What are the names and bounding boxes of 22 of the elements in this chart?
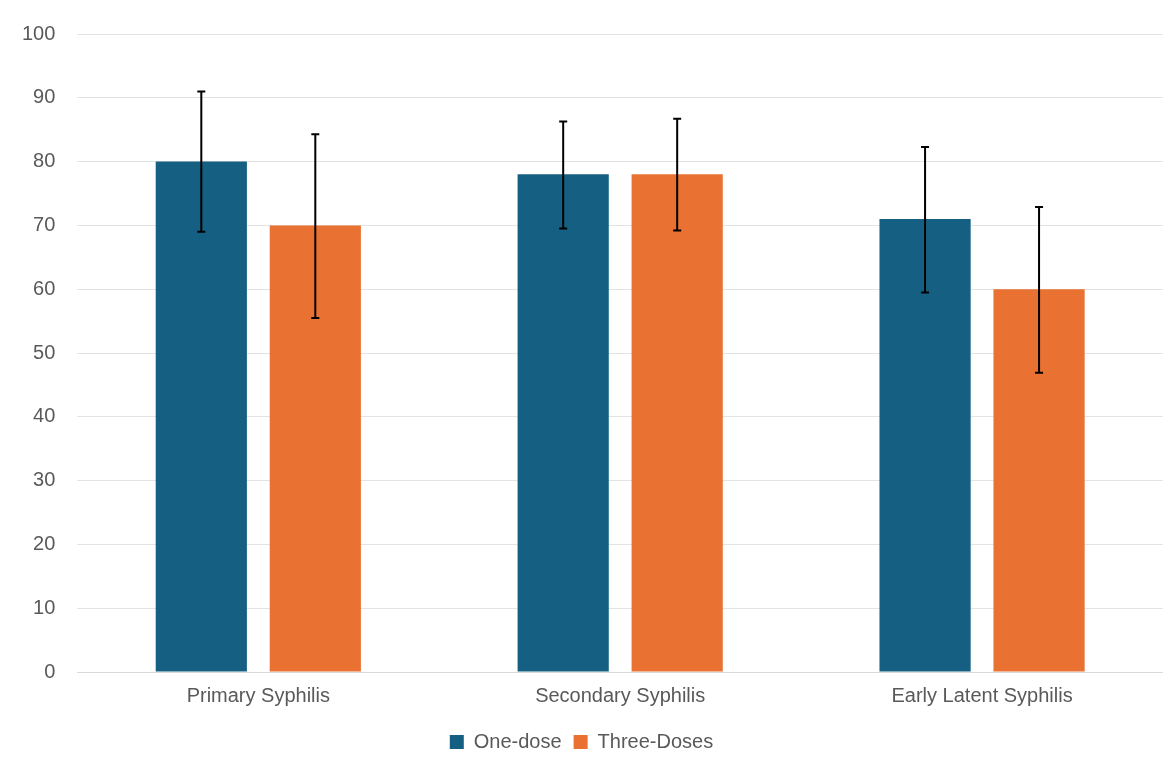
bar: [993, 289, 1085, 672]
bar: [269, 225, 361, 672]
y-tick-label: 40: [33, 404, 56, 427]
bar: [631, 174, 723, 672]
legend-label: One-dose: [473, 729, 562, 752]
bar: [155, 161, 247, 672]
legend-label: Three-Doses: [597, 729, 714, 752]
x-tick-label: Secondary Syphilis: [535, 683, 706, 706]
y-tick-label: 60: [33, 276, 56, 299]
y-tick-label: 30: [33, 468, 56, 491]
x-tick-label: Early Latent Syphilis: [891, 683, 1073, 706]
y-tick-label: 0: [44, 659, 56, 682]
y-tick-label: 80: [33, 149, 56, 172]
y-tick-label: 100: [21, 21, 56, 44]
bar: [879, 219, 971, 672]
bar: [517, 174, 609, 672]
y-tick-label: 50: [33, 340, 56, 363]
x-tick-label: Primary Syphilis: [186, 683, 330, 706]
y-tick-label: 10: [33, 595, 56, 618]
y-tick-label: 90: [33, 85, 56, 108]
y-tick-label: 70: [33, 212, 56, 235]
y-tick-label: 20: [33, 531, 56, 554]
